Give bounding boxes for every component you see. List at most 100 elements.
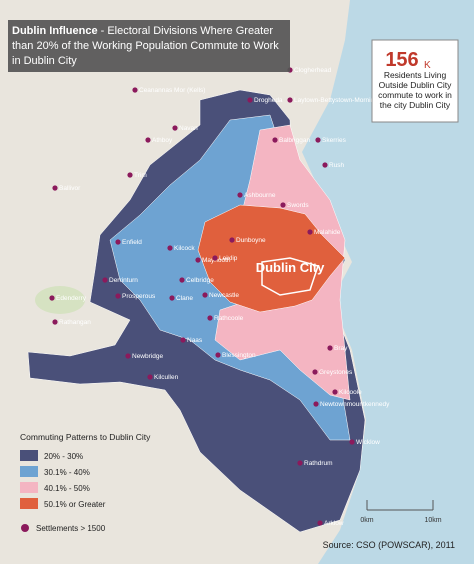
legend-title: Commuting Patterns to Dublin City (20, 432, 151, 442)
town-label: Prosperous (122, 293, 156, 300)
stat-suffix: K (424, 60, 431, 71)
settlement-key (21, 524, 29, 532)
settlement (280, 202, 286, 208)
town-label: Maynooth (202, 257, 231, 264)
settlement (180, 337, 186, 343)
town-label: Dunboyne (236, 237, 266, 244)
town-label: Celbridge (186, 277, 214, 284)
stat-text: Residents Living Outside Dublin City com… (378, 70, 452, 110)
town-label: Edenderry (56, 295, 87, 302)
town-label: Newtownmountkennedy (320, 401, 390, 408)
source: Source: CSO (POWSCAR), 2011 (323, 540, 455, 550)
title-block: Dublin Influence - Electoral Divisions W… (12, 25, 279, 67)
settlement (212, 255, 218, 261)
settlement (272, 137, 278, 143)
settlement (195, 257, 201, 263)
settlement (349, 439, 355, 445)
settlement (307, 229, 313, 235)
scale-label: 10km (424, 517, 441, 524)
settlement (317, 520, 323, 526)
town-label: Arklow (324, 520, 344, 527)
town-label: Wicklow (356, 439, 380, 446)
settlement (167, 245, 173, 251)
legend-label: 30.1% - 40% (44, 468, 90, 477)
park (35, 286, 85, 314)
town-label: Balbriggan (279, 137, 310, 144)
settlement (102, 277, 108, 283)
town-label: Kilcoole (339, 389, 362, 396)
town-label: Malahide (314, 229, 341, 236)
town-label: Bray (334, 345, 348, 352)
settlement (52, 319, 58, 325)
settlement-label: Settlements > 1500 (36, 524, 106, 533)
legend-label: 50.1% or Greater (44, 500, 106, 509)
town-label: Drogheda (254, 97, 283, 104)
legend-label: 40.1% - 50% (44, 484, 90, 493)
stat-box (371, 39, 459, 123)
town-label: Newbridge (132, 353, 163, 360)
sea (302, 0, 474, 564)
town-label: Ballivor (59, 185, 81, 192)
settlement (247, 97, 253, 103)
settlement (202, 292, 208, 298)
title-box (8, 20, 290, 72)
settlement (287, 97, 293, 103)
settlement (207, 315, 213, 321)
settlement (332, 389, 338, 395)
town-label: Blessington (222, 352, 256, 359)
settlement (49, 295, 55, 301)
legend-swatch (20, 498, 38, 509)
town-label: Laytown-Bettystown-Mornington (294, 97, 387, 104)
settlement (313, 401, 319, 407)
settlement (297, 460, 303, 466)
settlement (312, 369, 318, 375)
town-label: Clane (176, 295, 193, 302)
town-label: Leixlip (219, 255, 238, 262)
stat-number: 156 (385, 49, 418, 71)
town-label: Rathcoole (214, 315, 244, 322)
town-label: Ceanannas Mor (Kells) (139, 87, 205, 94)
settlement (169, 295, 175, 301)
town-label: Ashbourne (244, 192, 276, 199)
town-label: Navan (179, 125, 198, 132)
settlement (322, 162, 328, 168)
town-label: Newcastle (209, 292, 239, 299)
town-label: Skerries (322, 137, 347, 144)
town-label: Derrinturn (109, 277, 138, 284)
title: Dublin Influence (12, 25, 98, 37)
settlement (115, 293, 121, 299)
settlement (125, 353, 131, 359)
legend-swatch (20, 450, 38, 461)
scale-label: 0km (360, 517, 373, 524)
town-label: Athboy (152, 137, 173, 144)
town-label: Greystones (319, 369, 353, 376)
town-label: Rathdrum (304, 460, 333, 467)
settlement (315, 137, 321, 143)
settlement (115, 239, 121, 245)
stat-text-block: Residents Living Outside Dublin City com… (378, 70, 452, 110)
subtitle: - Electoral Divisions Where Greater than… (12, 25, 279, 67)
settlement (215, 352, 221, 358)
town-label: Swords (287, 202, 309, 209)
settlement (132, 87, 138, 93)
settlement (237, 192, 243, 198)
settlement (52, 185, 58, 191)
legend-swatch (20, 466, 38, 477)
town-label: Rush (329, 162, 345, 169)
settlement (145, 137, 151, 143)
town-label: Kilcock (174, 245, 195, 252)
settlement (327, 345, 333, 351)
town-label: Enfield (122, 239, 142, 246)
town-label: Naas (187, 337, 203, 344)
city-boundary (261, 257, 319, 296)
settlement (172, 125, 178, 131)
town-label: Rathangan (59, 319, 91, 326)
settlement (127, 172, 133, 178)
legend-swatch (20, 482, 38, 493)
settlement (229, 237, 235, 243)
settlement (179, 277, 185, 283)
settlement (147, 374, 153, 380)
city-label: Dublin City (256, 260, 325, 275)
town-label: Clogherhead (294, 67, 332, 74)
